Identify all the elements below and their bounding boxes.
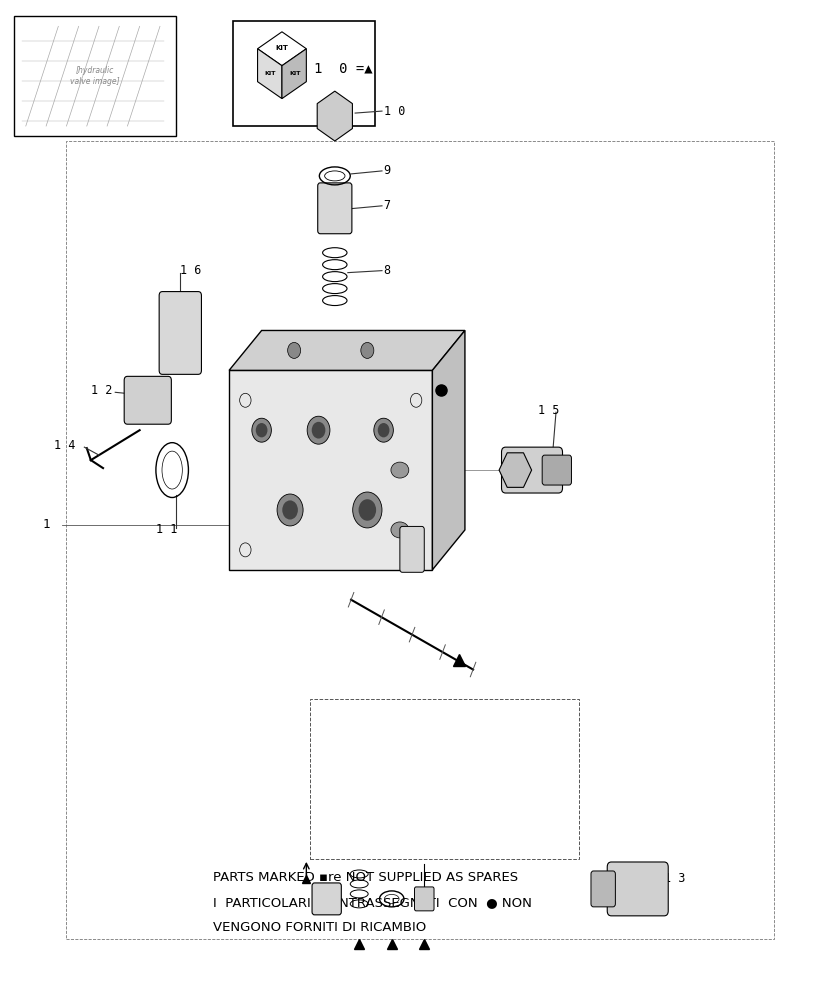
- Text: I  PARTICOLARI  CONTRASSEGNATI  CON  ● NON: I PARTICOLARI CONTRASSEGNATI CON ● NON: [213, 896, 532, 909]
- FancyBboxPatch shape: [159, 292, 202, 374]
- Ellipse shape: [391, 462, 409, 478]
- Text: 1 6: 1 6: [180, 264, 202, 277]
- Text: 1 3: 1 3: [664, 872, 685, 885]
- Polygon shape: [258, 32, 306, 66]
- Text: [hydraulic
valve image]: [hydraulic valve image]: [70, 66, 120, 86]
- Text: 1 2: 1 2: [91, 384, 113, 397]
- Circle shape: [255, 423, 268, 437]
- FancyBboxPatch shape: [312, 883, 341, 915]
- FancyBboxPatch shape: [542, 455, 571, 485]
- Text: 9: 9: [384, 164, 391, 177]
- Bar: [66, 141, 774, 939]
- Text: 1 0: 1 0: [384, 105, 405, 118]
- Text: 7: 7: [384, 199, 391, 212]
- Circle shape: [307, 416, 330, 444]
- Polygon shape: [229, 330, 465, 370]
- Ellipse shape: [391, 522, 409, 538]
- Circle shape: [282, 500, 298, 520]
- Text: VENGONO FORNITI DI RICAMBIO: VENGONO FORNITI DI RICAMBIO: [213, 921, 426, 934]
- Text: 1 1: 1 1: [156, 523, 177, 536]
- Text: 1  0 =▲: 1 0 =▲: [314, 62, 373, 76]
- Polygon shape: [432, 330, 465, 570]
- Circle shape: [353, 492, 382, 528]
- FancyBboxPatch shape: [400, 526, 424, 572]
- Circle shape: [378, 423, 389, 437]
- Text: KIT: KIT: [290, 71, 300, 76]
- FancyBboxPatch shape: [124, 376, 171, 424]
- Polygon shape: [229, 370, 432, 570]
- Text: 1 5: 1 5: [538, 404, 560, 417]
- FancyBboxPatch shape: [607, 862, 668, 916]
- Circle shape: [361, 342, 374, 358]
- Text: PARTS MARKED ▪re NOT SUPPLIED AS SPARES: PARTS MARKED ▪re NOT SUPPLIED AS SPARES: [213, 871, 518, 884]
- Text: 1 4: 1 4: [54, 439, 76, 452]
- FancyBboxPatch shape: [502, 447, 562, 493]
- Text: KIT: KIT: [276, 45, 288, 51]
- Circle shape: [277, 494, 303, 526]
- Bar: [310, 699, 579, 859]
- Polygon shape: [258, 49, 282, 99]
- FancyBboxPatch shape: [415, 887, 434, 911]
- Circle shape: [288, 342, 300, 358]
- Text: 8: 8: [384, 264, 391, 277]
- Circle shape: [312, 422, 326, 439]
- Text: 1: 1: [42, 518, 50, 531]
- FancyBboxPatch shape: [317, 183, 352, 234]
- Circle shape: [374, 418, 393, 442]
- Text: KIT: KIT: [264, 71, 276, 76]
- Circle shape: [358, 499, 376, 521]
- Bar: [233, 21, 375, 126]
- FancyBboxPatch shape: [591, 871, 615, 907]
- Circle shape: [252, 418, 272, 442]
- Bar: [14, 16, 176, 136]
- Polygon shape: [282, 49, 306, 99]
